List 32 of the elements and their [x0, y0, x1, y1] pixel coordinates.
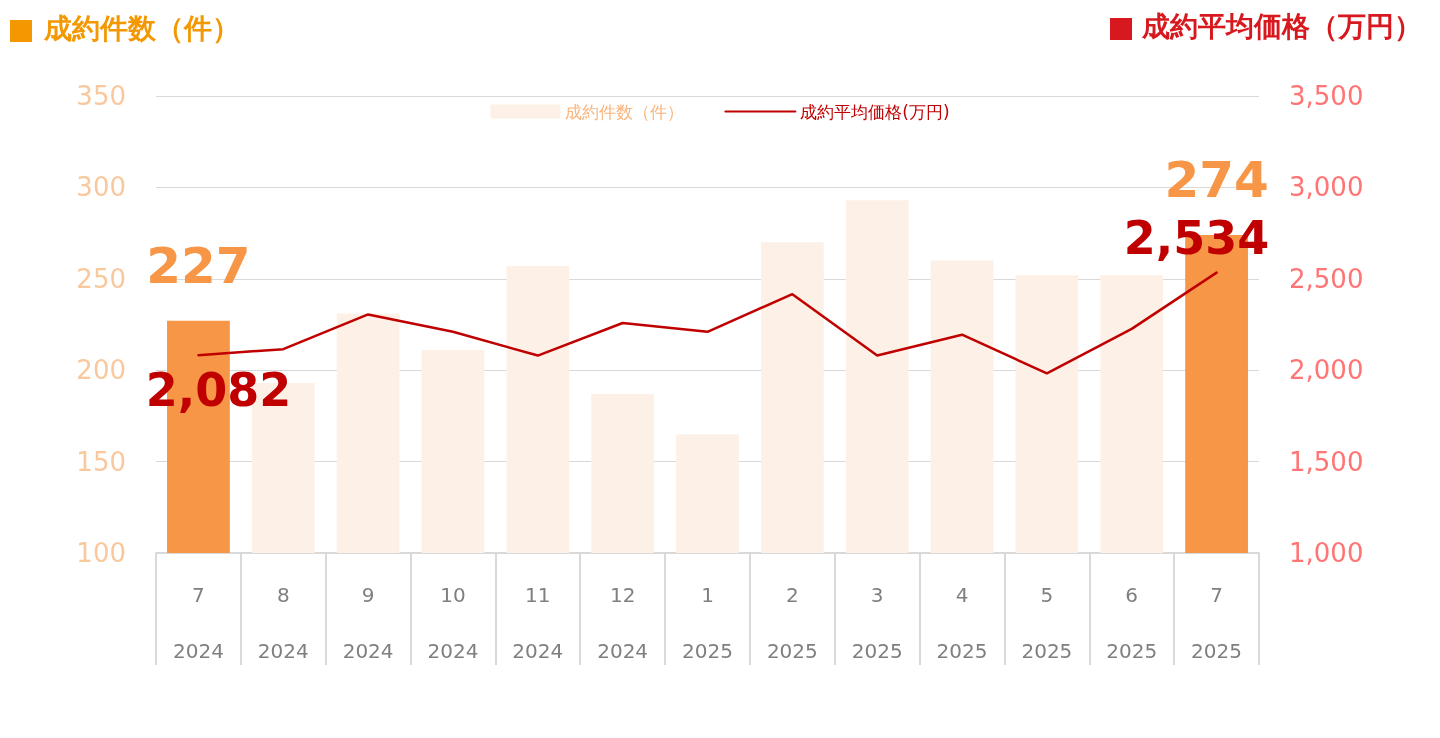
y-axis-title: 成約件数（件）	[43, 11, 240, 45]
category-label: 7 2024	[172, 583, 224, 663]
legend-label: 成約平均価格(万円)	[800, 101, 950, 122]
legend-label: 成約件数（件）	[565, 101, 685, 122]
y2-tick-label: 3,000	[1289, 172, 1364, 203]
y2-tick-label: 1,000	[1289, 538, 1364, 568]
y2-tick-label: 3,500	[1289, 81, 1364, 111]
y-tick-label: 200	[76, 355, 126, 386]
y2-tick-label: 1,500	[1289, 446, 1364, 477]
category-label: 6 2025	[1106, 583, 1158, 663]
data-label: 227	[146, 236, 251, 295]
y-tick-label: 300	[76, 172, 126, 203]
category-label: 9 2024	[342, 583, 394, 663]
data-label: 2,534	[1123, 210, 1270, 265]
y-tick-label: 350	[76, 81, 126, 111]
y2-tick-label: 2,000	[1289, 355, 1364, 386]
y2-tick-label: 2,500	[1289, 263, 1364, 294]
category-label: 7 2025	[1191, 583, 1243, 663]
category-label: 5 2025	[1021, 583, 1073, 663]
category-label: 2 2025	[766, 583, 818, 663]
y-tick-label: 250	[76, 263, 126, 294]
category-label: 4 2025	[936, 583, 988, 663]
y-tick-label: 150	[76, 446, 126, 477]
y2-axis-title: 成約平均価格（万円）	[1141, 9, 1422, 43]
category-label: 3 2025	[851, 583, 903, 663]
category-label: 11 2024	[512, 583, 564, 663]
category-label: 8 2024	[257, 583, 309, 663]
category-label: 1 2025	[682, 583, 733, 663]
y-tick-label: 100	[76, 538, 126, 568]
data-label: 274	[1164, 150, 1269, 209]
category-label: 10 2024	[427, 583, 479, 663]
category-label: 12 2024	[597, 583, 649, 663]
